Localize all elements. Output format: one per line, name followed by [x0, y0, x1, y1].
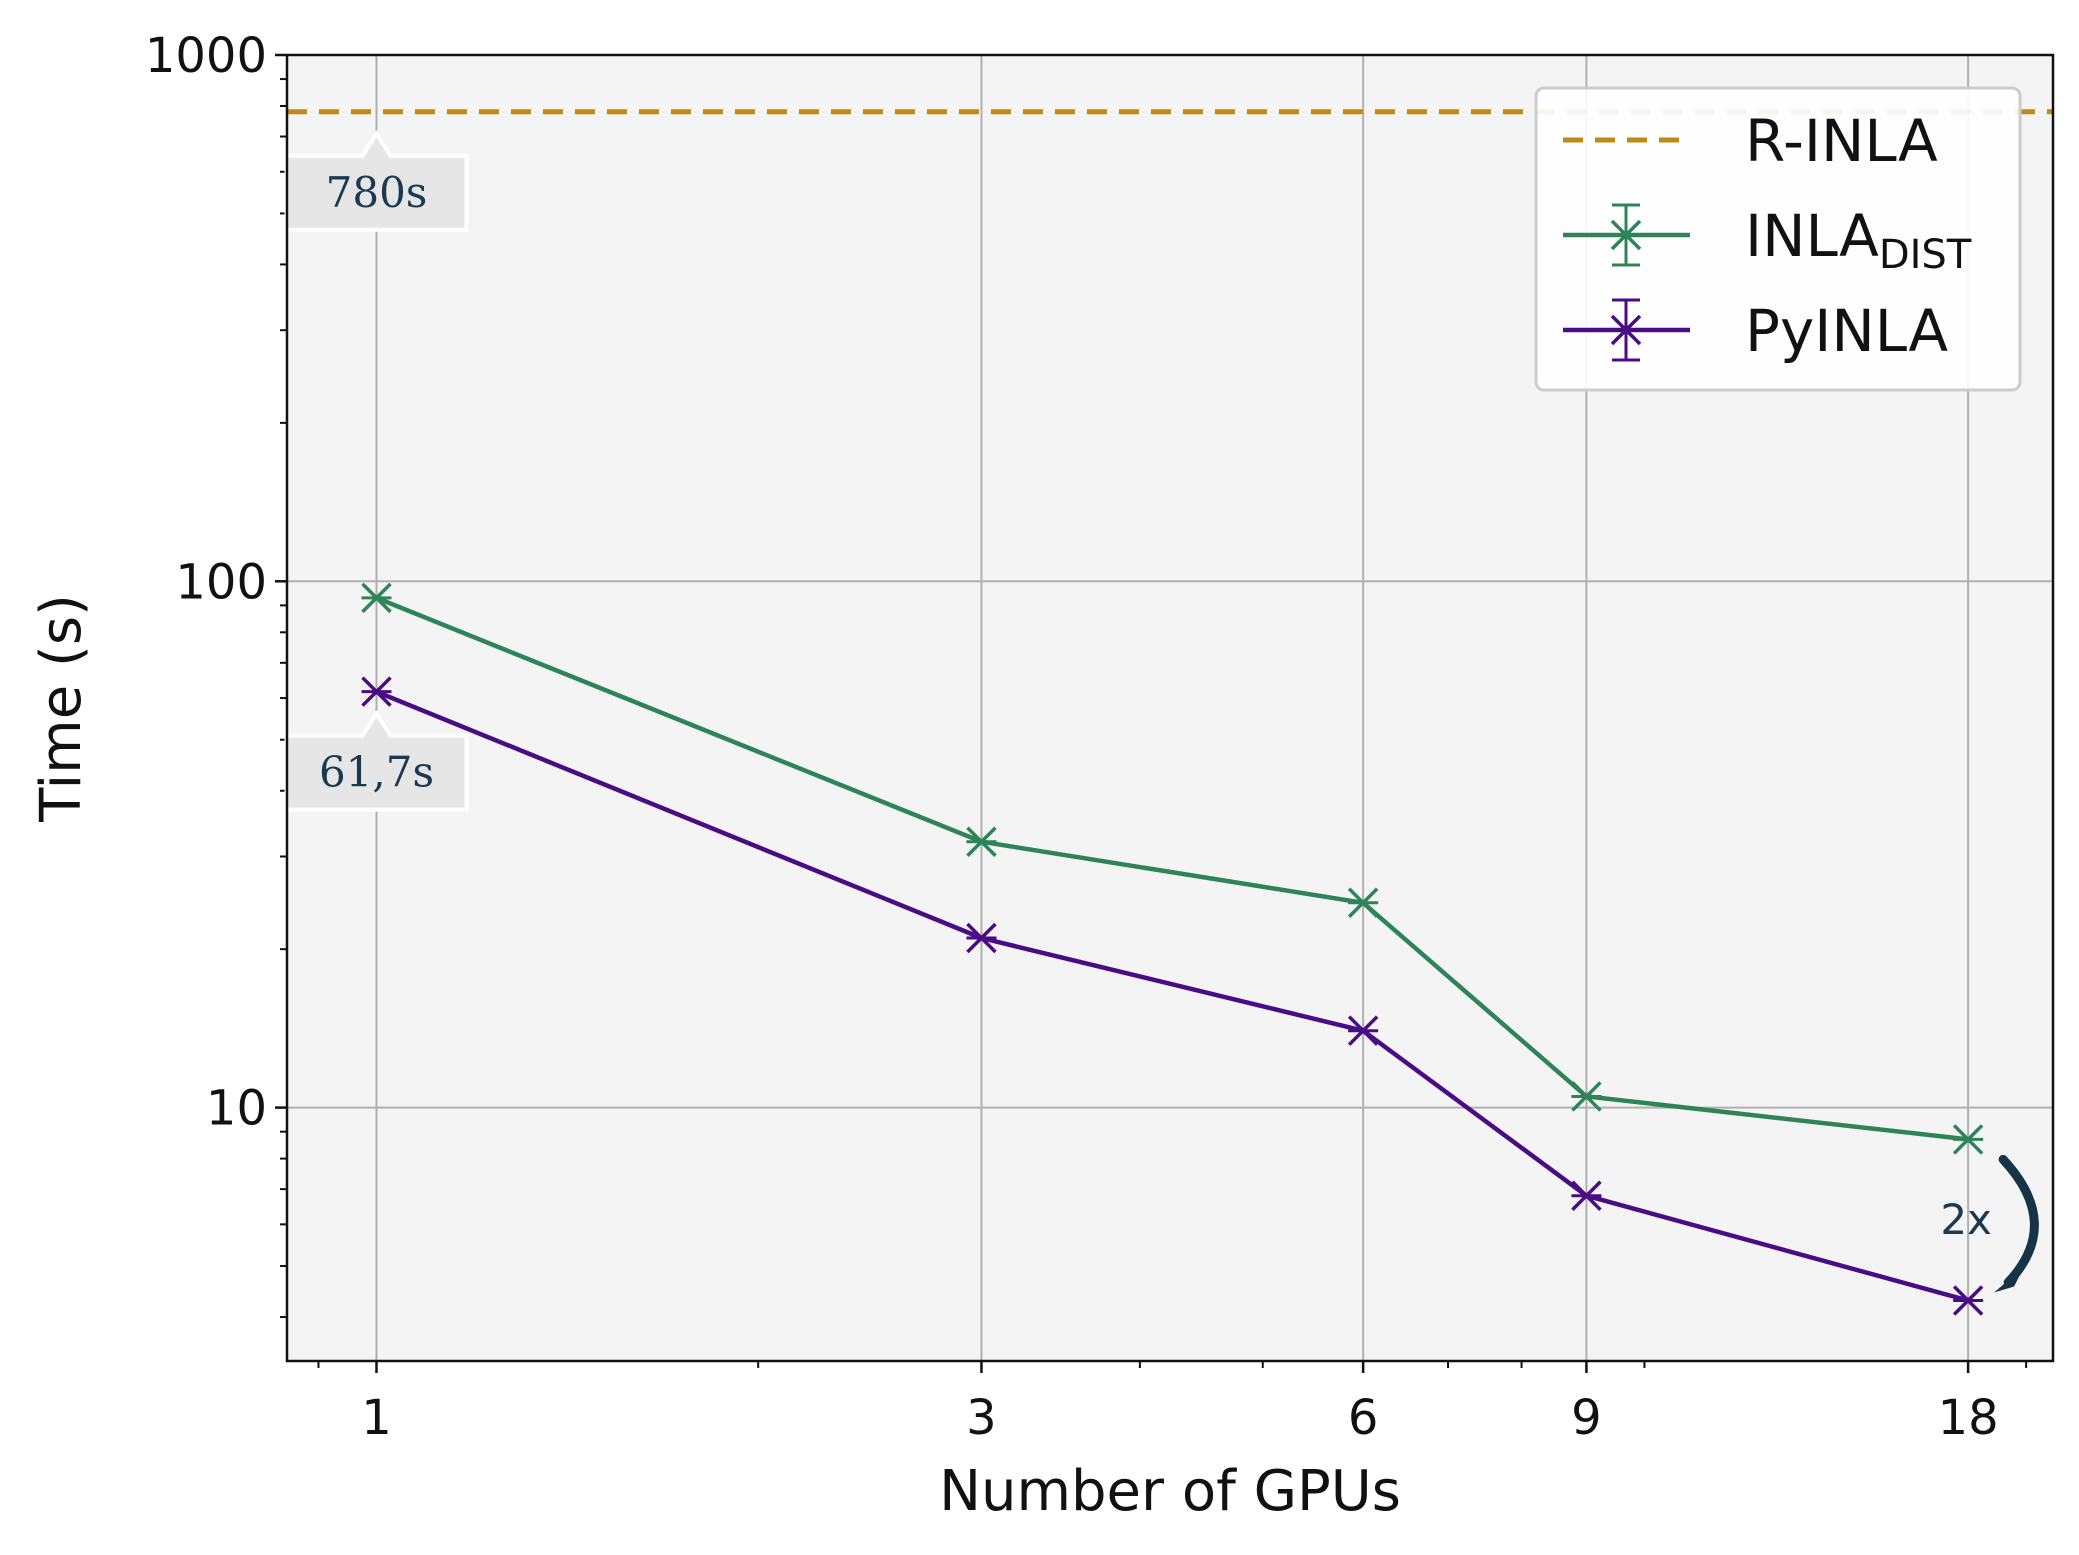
inla-dist-point: [966, 826, 997, 857]
speedup-arrowhead: [1994, 1266, 2025, 1293]
legend-label: R-INLA: [1745, 107, 1938, 175]
tick-labels: 1 3 6 9 18 10 100 1000: [145, 28, 1999, 1446]
legend-label-subscript: DIST: [1879, 232, 1972, 278]
pyinla-point: [361, 676, 392, 707]
y-tick-label: 10: [206, 1081, 267, 1137]
callout-box: [284, 130, 469, 232]
pyinla-point: [1571, 1180, 1602, 1211]
legend-marker: [1610, 219, 1642, 251]
callout-text: 780s: [326, 168, 428, 217]
y-tick-label: 1000: [145, 28, 267, 84]
inla-dist-point: [361, 582, 392, 614]
pyinla-point: [1347, 1015, 1379, 1046]
x-tick-label: 6: [1348, 1390, 1379, 1446]
speedup-label: 2x: [1940, 1195, 1992, 1244]
annotations: 780s 61,7s 2x: [284, 130, 2039, 1293]
legend-item-pyinla: PyINLA: [1563, 297, 1948, 365]
major-ticks: [275, 53, 1970, 1373]
annotation-780s: 780s: [284, 130, 469, 232]
x-tick-label: 9: [1571, 1390, 1602, 1446]
x-axis-label: Number of GPUs: [939, 1459, 1401, 1524]
legend-label: PyINLA: [1745, 297, 1948, 365]
y-tick-label: 100: [175, 554, 267, 610]
legend-box: [1534, 86, 2022, 392]
speedup-arrow: [1998, 1154, 2039, 1287]
x-tick-label: 3: [966, 1390, 997, 1446]
legend-marker: [1610, 314, 1642, 346]
plot-frame: [285, 53, 2055, 1363]
callout-box: [284, 709, 469, 812]
speedup-annotation: 2x: [1940, 1154, 2039, 1293]
pyinla-point: [1952, 1285, 1984, 1316]
x-tick-label: 1: [361, 1390, 392, 1446]
annotation-61-7s: 61,7s: [284, 709, 469, 812]
y-axis-label: Time (s): [29, 594, 94, 823]
pyinla-point: [966, 922, 997, 954]
inla-dist-point: [1571, 1081, 1602, 1112]
series-layer: [287, 109, 2053, 1316]
callout-text: 61,7s: [319, 748, 434, 797]
inla-dist-point: [1952, 1124, 1984, 1155]
inla-dist-point: [1347, 887, 1379, 919]
x-tick-label: 18: [1938, 1390, 1999, 1446]
legend-item-r-inla: R-INLA: [1563, 107, 1938, 175]
